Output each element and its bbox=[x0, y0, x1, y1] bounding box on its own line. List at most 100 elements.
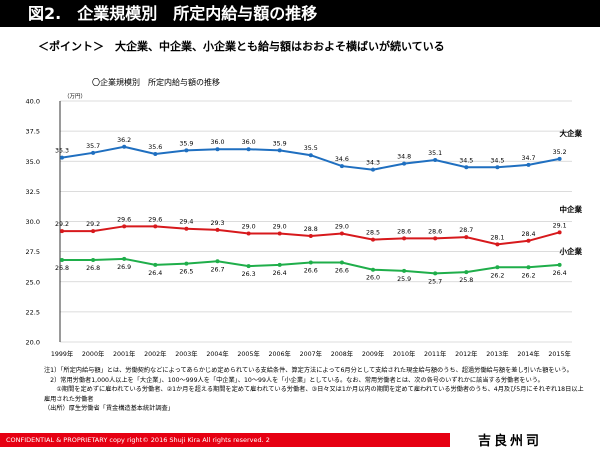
data-label: 28.5 bbox=[366, 230, 380, 237]
data-point bbox=[215, 259, 220, 264]
data-point bbox=[122, 256, 127, 261]
data-label: 26.4 bbox=[148, 270, 162, 277]
data-point bbox=[308, 260, 313, 265]
data-point bbox=[526, 162, 531, 167]
data-point bbox=[557, 230, 562, 235]
data-label: 35.6 bbox=[148, 144, 162, 151]
data-label: 35.9 bbox=[273, 140, 287, 147]
data-point bbox=[91, 229, 96, 234]
data-point bbox=[402, 268, 407, 273]
author-logo: 吉良州司 bbox=[478, 434, 543, 449]
data-point bbox=[371, 267, 375, 272]
data-point bbox=[91, 150, 96, 155]
source-note: （出所）厚生労働省「賃金構造基本統計調査」 bbox=[44, 405, 174, 412]
data-point bbox=[557, 156, 562, 161]
data-label: 26.9 bbox=[117, 264, 131, 271]
y-tick-label: 30.0 bbox=[26, 218, 40, 226]
data-point bbox=[557, 262, 562, 267]
data-label: 26.8 bbox=[86, 265, 100, 272]
x-tick-label: 2010年 bbox=[393, 349, 415, 358]
x-tick-label: 2000年 bbox=[82, 349, 104, 358]
data-label: 29.4 bbox=[179, 219, 193, 226]
data-point bbox=[495, 265, 500, 270]
data-point bbox=[215, 147, 220, 152]
x-tick-label: 2008年 bbox=[331, 349, 353, 358]
data-point bbox=[402, 161, 407, 166]
footer-bar: CONFIDENTIAL & PROPRIETARY copy right© 2… bbox=[0, 433, 450, 447]
data-label: 29.2 bbox=[55, 221, 69, 228]
data-label: 35.3 bbox=[55, 148, 69, 155]
data-point bbox=[246, 147, 251, 152]
data-label: 26.4 bbox=[273, 270, 287, 277]
data-point bbox=[277, 262, 282, 267]
data-label: 29.0 bbox=[242, 224, 256, 231]
data-point bbox=[184, 148, 189, 153]
data-label: 25.7 bbox=[428, 278, 442, 285]
data-label: 26.2 bbox=[521, 272, 535, 279]
y-tick-label: 25.0 bbox=[26, 278, 40, 286]
data-label: 35.2 bbox=[553, 149, 567, 156]
data-point bbox=[526, 265, 531, 270]
data-label: 36.0 bbox=[242, 139, 256, 146]
data-point bbox=[495, 242, 500, 247]
series-name-label: 小企業 bbox=[560, 246, 583, 256]
data-label: 28.6 bbox=[397, 228, 411, 235]
x-tick-label: 2015年 bbox=[548, 349, 570, 358]
data-label: 35.1 bbox=[428, 150, 442, 157]
y-tick-label: 20.0 bbox=[26, 339, 40, 347]
data-label: 36.0 bbox=[210, 139, 224, 146]
data-label: 34.7 bbox=[521, 155, 535, 162]
data-label: 36.2 bbox=[117, 137, 131, 144]
data-label: 28.1 bbox=[490, 234, 504, 241]
note-1: 注1）「所定内給与額」とは、労働契約などによってあらかじめ定められている支給条件… bbox=[44, 367, 573, 374]
data-point bbox=[184, 226, 189, 231]
data-label: 35.5 bbox=[304, 145, 318, 152]
data-label: 26.5 bbox=[179, 269, 193, 276]
x-tick-label: 2001年 bbox=[113, 349, 135, 358]
data-label: 25.8 bbox=[459, 277, 473, 284]
x-tick-label: 2009年 bbox=[362, 349, 384, 358]
data-point bbox=[464, 235, 469, 240]
data-label: 25.9 bbox=[397, 276, 411, 283]
data-label: 34.5 bbox=[490, 157, 504, 164]
data-point bbox=[122, 224, 127, 229]
data-point bbox=[433, 271, 438, 276]
data-label: 35.7 bbox=[86, 143, 100, 150]
note-3: ①期間を定めずに雇われている労働者、②1か月を超える期間を定めて雇われている労働… bbox=[44, 386, 584, 403]
y-tick-label: 32.5 bbox=[26, 188, 40, 196]
line-chart: 20.0 22.5 25.0 27.5 30.0 32.5 35.0 37.5 40.0 （万円）… bbox=[26, 93, 583, 358]
data-label: 26.0 bbox=[366, 275, 380, 282]
data-label: 26.6 bbox=[304, 267, 318, 274]
data-point bbox=[246, 231, 251, 236]
data-label: 26.3 bbox=[242, 271, 256, 278]
series-name-label: 大企業 bbox=[560, 128, 583, 138]
data-label: 28.7 bbox=[459, 227, 473, 234]
data-point bbox=[464, 270, 469, 275]
y-tick-label: 35.0 bbox=[26, 158, 40, 166]
x-tick-label: 2011年 bbox=[424, 349, 446, 358]
page-title: 図2. 企業規模別 所定内給与額の推移 bbox=[28, 4, 318, 23]
data-point bbox=[464, 165, 469, 170]
data-label: 29.0 bbox=[273, 224, 287, 231]
data-point bbox=[91, 258, 96, 263]
y-axis-label: （万円） bbox=[64, 93, 86, 100]
x-tick-label: 2004年 bbox=[206, 349, 228, 358]
x-tick-label: 2003年 bbox=[175, 349, 197, 358]
data-point bbox=[339, 231, 344, 236]
data-point bbox=[371, 167, 375, 172]
data-point bbox=[433, 236, 438, 241]
data-label: 29.3 bbox=[210, 220, 224, 227]
data-point bbox=[308, 153, 313, 158]
data-point bbox=[60, 258, 64, 263]
data-label: 29.0 bbox=[335, 224, 349, 231]
data-point bbox=[153, 152, 158, 157]
data-label: 34.5 bbox=[459, 157, 473, 164]
y-tick-label: 27.5 bbox=[26, 248, 40, 256]
data-point bbox=[153, 262, 158, 267]
data-point bbox=[277, 231, 282, 236]
data-label: 29.6 bbox=[148, 216, 162, 223]
data-point bbox=[402, 236, 407, 241]
notes: 注1）「所定内給与額」とは、労働契約などによってあらかじめ定められている支給条件… bbox=[44, 366, 584, 414]
data-point bbox=[122, 144, 127, 149]
chart-title: 〇企業規模別 所定内給与額の推移 bbox=[92, 78, 220, 87]
